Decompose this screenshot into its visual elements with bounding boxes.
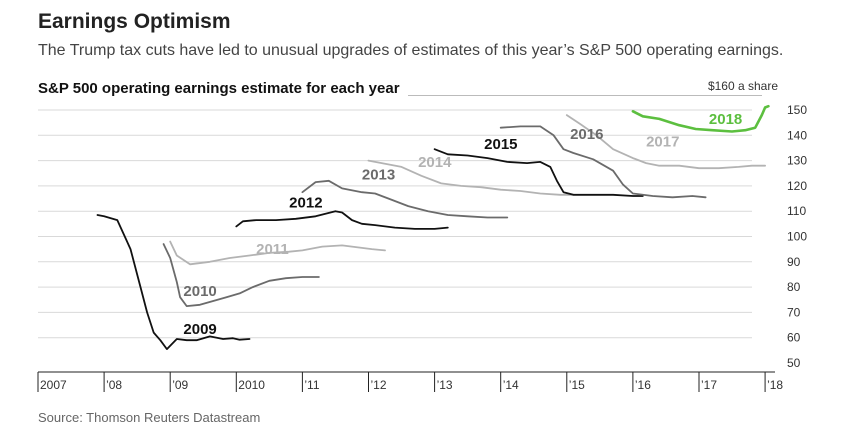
y-tick-label: 90 [787,255,801,269]
y-tick-label: 50 [787,356,801,370]
subhead-rule [408,95,762,96]
x-tick-label: ’15 [569,378,585,392]
y-tick-label: 120 [787,179,807,193]
x-tick-label: ’12 [370,378,386,392]
x-tick-label: ’18 [767,378,783,392]
x-tick-label: ’09 [172,378,188,392]
series-line-2017 [565,114,766,170]
series-line-2012 [235,210,449,230]
series-line-2009 [96,214,251,350]
x-tick-label: ’13 [437,378,453,392]
x-tick-label: ’08 [106,378,122,392]
series-line-2011 [169,240,386,266]
series-label-2011: 2011 [256,241,289,258]
x-tick-label: ’17 [701,378,717,392]
y-unit-label: $160 a share [708,79,778,93]
series-labels: 2009 2010 2011 2012 2013 2014 2015 2016 2017 2018 [183,111,742,338]
series-label-2018: 2018 [709,111,742,128]
series-line-2014 [367,159,575,196]
y-tick-label: 150 [787,103,807,117]
y-tick-label: 100 [787,230,807,244]
series-label-2012: 2012 [289,194,322,211]
series-label-2017: 2017 [646,134,679,151]
y-tick-label: 60 [787,331,801,345]
series-label-2009: 2009 [183,321,216,338]
y-axis: 50 60 70 80 90 100 110 120 130 140 150 $160 a share [708,79,807,370]
x-tick-label: ’11 [304,378,319,392]
series-line-2015 [433,148,644,197]
y-tick-label: 70 [787,305,801,319]
y-tick-label: 110 [787,204,806,218]
series-line-2018 [631,104,770,133]
x-tick-label: 2007 [40,378,67,392]
y-tick-label: 130 [787,154,807,168]
series-line-2016 [499,125,707,199]
series-label-2015: 2015 [484,136,517,153]
series-layer [96,104,770,350]
x-axis: 2007 ’08 ’09 2010 ’11 ’12 ’13 ’14 ’15 ’16 ’17 ’18 [37,372,783,392]
y-tick-label: 140 [787,128,807,142]
series-line-2010 [162,243,320,307]
chart-title: Earnings Optimism [38,10,231,33]
series-label-2014: 2014 [418,154,452,171]
y-tick-label: 80 [787,280,801,294]
x-tick-label: 2010 [238,378,265,392]
series-line-2013 [301,179,509,219]
chart-subhead: S&P 500 operating earnings estimate for … [38,80,400,97]
series-label-2013: 2013 [362,167,395,184]
series-label-2010: 2010 [183,283,216,300]
series-label-2016: 2016 [570,126,603,143]
x-tick-label: ’14 [503,378,519,392]
source-note: Source: Thomson Reuters Datastream [38,410,261,425]
x-tick-label: ’16 [635,378,651,392]
chart-subtitle: The Trump tax cuts have led to unusual u… [38,42,784,59]
